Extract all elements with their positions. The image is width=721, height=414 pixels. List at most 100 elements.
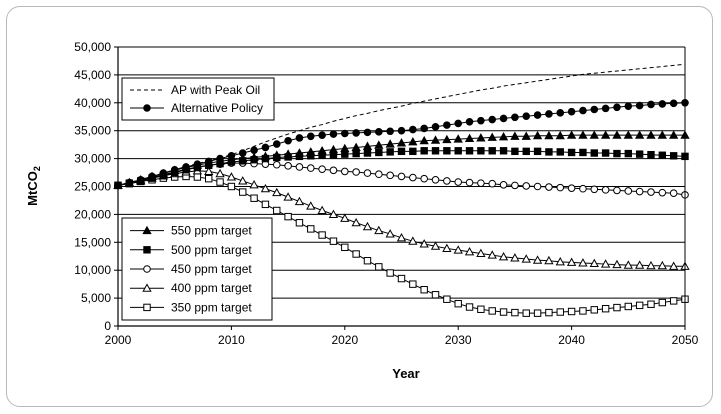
data-point-350-ppm-target (669, 297, 678, 305)
data-point-350-ppm-target (261, 200, 270, 209)
data-point-350-ppm-target (454, 299, 462, 308)
data-point-350-ppm-target (556, 308, 564, 316)
data-point-500-ppm-target (477, 147, 485, 155)
series-line-ap-with-peak-oil (117, 63, 686, 186)
y-axis-title: MtCO2 (25, 166, 42, 206)
data-point-500-ppm-target (499, 147, 508, 155)
data-point-450-ppm-target (567, 184, 576, 192)
data-point-500-ppm-target (635, 150, 644, 158)
data-point-alternative-policy (397, 126, 406, 135)
data-point-alternative-policy (635, 101, 644, 110)
data-point-alternative-policy (386, 127, 394, 136)
data-point-550-ppm-target (283, 149, 293, 158)
data-point-550-ppm-target (238, 153, 248, 163)
data-point-alternative-policy (658, 100, 667, 108)
data-point-400-ppm-target (215, 168, 225, 178)
legend-marker (142, 283, 152, 292)
legend-bottom: 550 ppm target 500 ppm target 450 ppm targ… (121, 217, 273, 321)
data-point-350-ppm-target (647, 300, 655, 308)
data-point-500-ppm-target (545, 148, 553, 156)
data-point-450-ppm-target (420, 174, 428, 183)
data-point-350-ppm-target (635, 301, 644, 310)
data-point-450-ppm-target (624, 187, 633, 195)
data-point-alternative-policy (375, 128, 383, 136)
data-point-450-ppm-target (613, 186, 621, 195)
data-point-500-ppm-target (409, 147, 417, 156)
data-point-400-ppm-target (669, 261, 679, 270)
data-point-500-ppm-target (647, 150, 655, 159)
data-point-400-ppm-target (306, 201, 316, 210)
data-point-350-ppm-target (329, 237, 338, 245)
data-point-alternative-policy (613, 103, 621, 112)
data-point-550-ppm-target (464, 133, 475, 143)
data-point-350-ppm-target (397, 274, 406, 283)
x-tick-label: 2050 (672, 333, 699, 347)
data-point-450-ppm-target (352, 168, 360, 176)
data-point-alternative-policy (567, 107, 576, 116)
data-point-350-ppm-target (545, 308, 553, 317)
data-point-550-ppm-target (408, 137, 418, 146)
data-point-450-ppm-target (522, 182, 531, 190)
data-point-alternative-policy (669, 99, 678, 108)
y-tick-label: 5,000 (81, 291, 111, 305)
data-point-alternative-policy (318, 131, 326, 139)
y-tick-label: 35,000 (74, 124, 111, 138)
data-point-500-ppm-target (363, 149, 372, 157)
y-tick-label: 15,000 (74, 235, 111, 249)
x-tick-label: 2010 (218, 333, 245, 347)
data-point-350-ppm-target (193, 173, 202, 181)
data-point-450-ppm-target (431, 176, 440, 184)
legend-marker (142, 225, 152, 235)
y-tick-label: 40,000 (74, 96, 111, 110)
data-point-alternative-policy (590, 105, 599, 114)
data-point-400-ppm-target (646, 260, 656, 270)
data-point-350-ppm-target (352, 250, 360, 258)
data-point-400-ppm-target (544, 255, 554, 265)
data-point-550-ppm-target (669, 130, 679, 139)
data-point-550-ppm-target (510, 131, 520, 140)
data-point-350-ppm-target (499, 308, 508, 316)
data-point-alternative-policy (488, 115, 497, 124)
legend-marker (143, 303, 151, 312)
data-point-alternative-policy (409, 125, 417, 134)
data-point-400-ppm-target (498, 251, 509, 261)
data-point-alternative-policy (579, 106, 587, 115)
data-point-350-ppm-target (284, 212, 292, 221)
data-point-550-ppm-target (612, 130, 622, 139)
data-point-550-ppm-target (555, 130, 565, 140)
data-point-alternative-policy (295, 134, 304, 142)
data-point-alternative-policy (352, 129, 360, 137)
data-point-450-ppm-target (397, 172, 406, 181)
data-point-500-ppm-target (567, 148, 576, 157)
data-point-350-ppm-target (488, 307, 496, 315)
data-point-alternative-policy (216, 154, 224, 163)
data-point-450-ppm-target (443, 177, 451, 185)
data-point-alternative-policy (477, 116, 485, 125)
data-point-400-ppm-target (204, 166, 214, 175)
data-point-450-ppm-target (556, 183, 565, 192)
data-point-450-ppm-target (511, 181, 519, 190)
legend-entry-label: 450 ppm target (171, 262, 252, 276)
data-point-350-ppm-target (205, 174, 213, 183)
data-point-550-ppm-target (646, 130, 656, 139)
data-point-alternative-policy (204, 157, 213, 166)
data-point-400-ppm-target (351, 217, 361, 227)
data-point-alternative-policy (182, 163, 190, 171)
data-point-500-ppm-target (590, 149, 598, 157)
data-point-350-ppm-target (658, 298, 667, 307)
series-400-ppm-target (113, 166, 690, 270)
data-point-350-ppm-target (307, 225, 315, 233)
data-point-400-ppm-target (657, 260, 667, 270)
data-point-550-ppm-target (532, 130, 543, 140)
legend-entry-label: AP with Peak Oil (171, 83, 260, 97)
data-point-350-ppm-target (443, 295, 451, 303)
y-axis-title-main: MtCO (25, 171, 40, 206)
data-point-alternative-policy (499, 114, 508, 123)
data-point-alternative-policy (125, 178, 134, 187)
data-point-400-ppm-target (408, 236, 418, 245)
data-point-500-ppm-target (613, 149, 621, 158)
data-point-alternative-policy (545, 110, 553, 118)
data-point-550-ppm-target (317, 145, 327, 155)
data-point-400-ppm-target (340, 213, 350, 222)
data-point-550-ppm-target (328, 144, 339, 154)
